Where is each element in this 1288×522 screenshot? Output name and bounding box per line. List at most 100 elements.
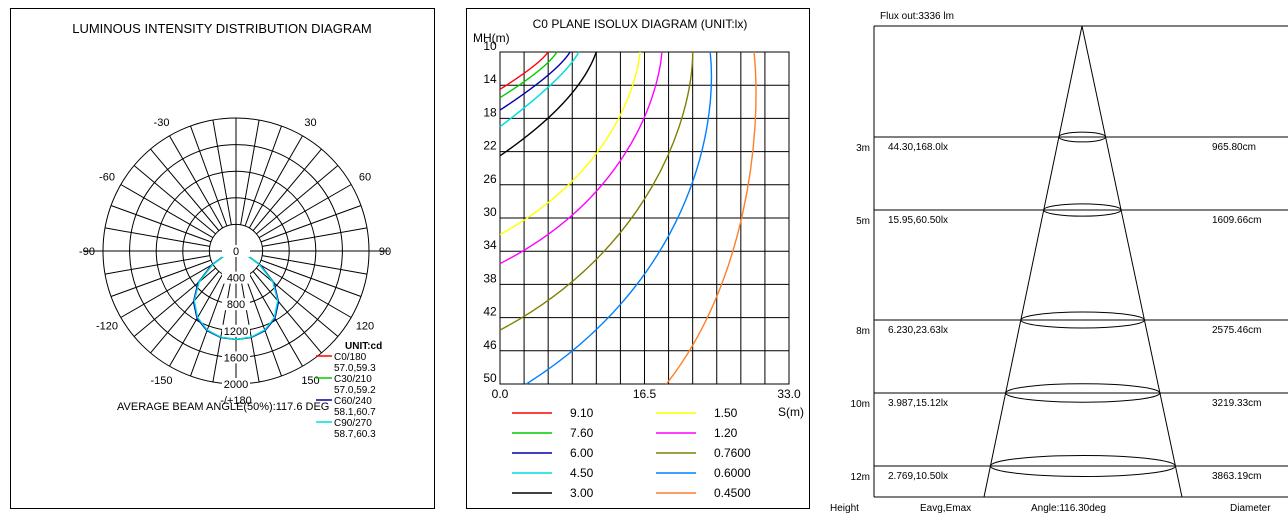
isolux-y-tick: 38: [483, 271, 497, 285]
polar-angle-label: -/+180: [220, 395, 252, 407]
polar-grid-spoke: [104, 255, 210, 275]
isolux-legend-value: 1.20: [714, 426, 738, 440]
cone-row-eavg: 6.230,23.63lx: [888, 325, 948, 336]
polar-grid-spoke: [262, 227, 368, 247]
cone-svg: Flux out:3336 lm 3m 44.30,168.0lx 965.80cm…: [830, 11, 1288, 514]
isolux-legend-value: 0.4500: [714, 486, 751, 500]
polar-grid-spoke: [169, 135, 224, 229]
isolux-legend-value: 6.00: [570, 446, 594, 460]
polar-legend-name: C30/210: [334, 374, 372, 385]
polar-radial-label: 1200: [224, 326, 248, 338]
cone-row-diameter: 2575.46cm: [1212, 325, 1261, 336]
polar-angle-label: -120: [96, 321, 118, 333]
polar-legend: C0/18057.0,59.3C30/21057.0,59.2C60/24058…: [316, 352, 376, 440]
isolux-curve-1.20: [499, 51, 663, 265]
polar-radial-label-bg: [222, 378, 250, 390]
polar-grid-spoke: [258, 263, 352, 318]
polar-grid-spoke: [110, 205, 212, 243]
isolux-curve-0.6000: [525, 51, 713, 385]
polar-angle-label: 90: [379, 246, 391, 258]
polar-title: LUMINOUS INTENSITY DISTRIBUTION DIAGRAM: [72, 21, 372, 36]
isolux-y-tick: 10: [483, 39, 497, 53]
isolux-y-tick: 34: [483, 238, 497, 252]
isolux-legend-value: 0.6000: [714, 466, 751, 480]
isolux-svg: C0 PLANE ISOLUX DIAGRAM (UNIT:lx) MH(m) …: [466, 8, 810, 509]
isolux-y-tick: 22: [483, 139, 497, 153]
isolux-y-tick: 30: [483, 205, 497, 219]
polar-grid-spoke: [212, 119, 232, 225]
polar-grid-spoke: [110, 259, 212, 297]
isolux-curve-4.50: [499, 51, 580, 128]
polar-radial-label-bg: [222, 324, 250, 337]
polar-svg: LUMINOUS INTENSITY DISTRIBUTION DIAGRAM …: [10, 8, 435, 509]
polar-curves: [192, 250, 280, 341]
isolux-x-label: S(m): [778, 405, 804, 419]
polar-grid-spoke: [104, 227, 210, 247]
cone-row-eavg: 44.30,168.0lx: [888, 142, 948, 153]
cone-row-eavg: 2.769,10.50lx: [888, 471, 948, 482]
polar-angle-label: 30: [304, 117, 316, 129]
footer-height: Height: [830, 503, 859, 514]
cone-row-eavg: 15.95,60.50lx: [888, 215, 948, 226]
polar-legend-sub: 57.0,59.2: [334, 385, 376, 396]
polar-grid-spoke: [244, 125, 282, 227]
polar-grid-spoke: [169, 273, 224, 367]
footer-diameter: Diameter: [1230, 503, 1271, 514]
isolux-curve-3.00: [499, 51, 597, 157]
isolux-curve-0.4500: [665, 51, 757, 385]
isolux-y-tick: 50: [483, 371, 497, 385]
cone-row-diameter: 3219.33cm: [1212, 398, 1261, 409]
polar-radial-label: 0: [233, 246, 239, 258]
polar-grid-spoke: [256, 267, 339, 337]
polar-legend-name: C0/180: [334, 352, 367, 363]
polar-grid-spoke: [150, 271, 220, 354]
isolux-panel: C0 PLANE ISOLUX DIAGRAM (UNIT:lx) MH(m) …: [460, 0, 820, 517]
polar-angle-label: 150: [301, 375, 319, 387]
isolux-legend-value: 9.10: [570, 406, 594, 420]
isolux-x-tick: 16.5: [633, 387, 657, 401]
isolux-curves: [499, 51, 757, 385]
isolux-curve-6.00: [499, 51, 571, 111]
polar-angle-label: -60: [99, 172, 115, 184]
cone-rows: 3m 44.30,168.0lx 965.80cm 5m 15.95,60.50lx 16…: [851, 131, 1288, 483]
polar-legend-name: C90/270: [334, 418, 372, 429]
footer-angle: Angle:116.30deg: [1031, 503, 1106, 514]
polar-grid-spoke: [120, 184, 214, 239]
polar-grid-spoke: [252, 271, 322, 354]
polar-legend-name: C60/240: [334, 396, 372, 407]
isolux-ticks: 10 14 18 22 26 30 34 38 42 46 50 0.0 16.5 33.0: [483, 39, 801, 401]
polar-angle-label: 60: [359, 172, 371, 184]
polar-grid-spoke: [133, 165, 216, 235]
polar-legend-sub: 57.0,59.3: [334, 363, 376, 374]
polar-radial-label: 800: [227, 299, 245, 311]
polar-curve-C90-270: [193, 250, 279, 341]
isolux-x-tick: 33.0: [777, 387, 801, 401]
polar-grid-spoke: [248, 135, 303, 229]
isolux-legend: 9.10 1.50 7.60 1.20 6.00 0.7600 4.50 0.6000 3.00…: [512, 406, 751, 500]
isolux-legend-value: 0.7600: [714, 446, 751, 460]
cone-row-height: 8m: [856, 326, 870, 337]
cone-row-height: 12m: [851, 472, 870, 483]
polar-grid-spoke: [133, 267, 216, 337]
polar-labels: -/+180 -150 150 -120 120 -90 90 -60 60 -30 30 0 400 8…: [79, 117, 391, 407]
isolux-y-label: MH(m): [473, 31, 510, 45]
polar-grid-spoke: [256, 165, 339, 235]
cone-row-height: 10m: [851, 399, 870, 410]
isolux-frame: [466, 8, 810, 509]
cone-row-diameter: 965.80cm: [1212, 142, 1256, 153]
cone-row-diameter: 3863.19cm: [1212, 471, 1261, 482]
polar-radial-label: 400: [227, 273, 245, 285]
polar-legend-sub: 58.7,60.3: [334, 429, 376, 440]
polar-grid-spoke: [190, 125, 228, 227]
polar-grid-spoke: [120, 263, 214, 318]
polar-legend-sub: 58.1,60.7: [334, 407, 376, 418]
isolux-y-tick: 42: [483, 305, 497, 319]
polar-grid-spoke: [244, 275, 282, 377]
polar-grid-spoke: [260, 205, 362, 243]
isolux-y-tick: 26: [483, 172, 497, 186]
isolux-y-tick: 18: [483, 105, 497, 119]
beam-angle-text: AVERAGE BEAM ANGLE(50%):117.6 DEG: [117, 401, 329, 413]
isolux-x-tick: 0.0: [492, 387, 509, 401]
polar-grid-spoke: [262, 255, 368, 275]
polar-grid-spoke: [240, 119, 260, 225]
